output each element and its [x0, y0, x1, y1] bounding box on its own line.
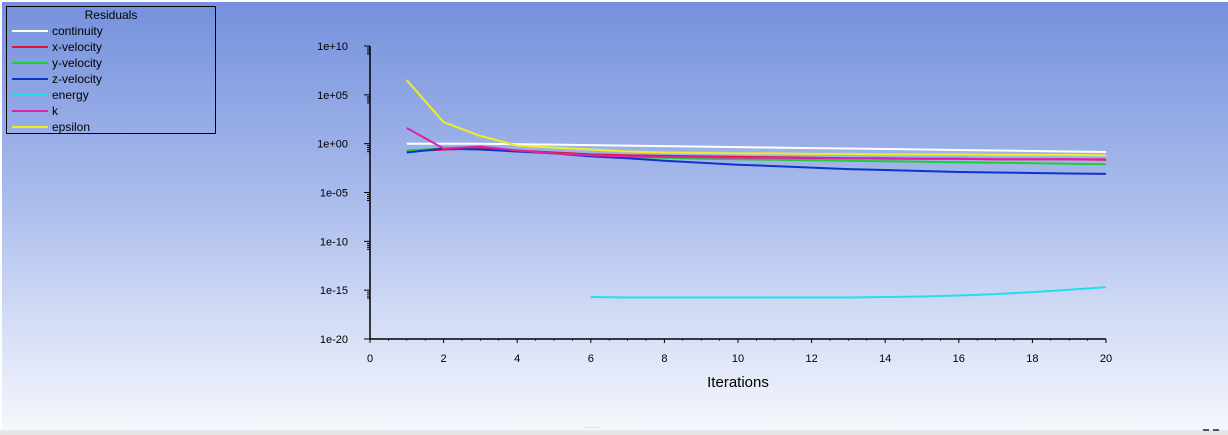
- legend-item-epsilon: epsilon: [7, 120, 215, 136]
- x-tick-label: 2: [441, 353, 447, 365]
- legend-item-z-velocity: z-velocity: [7, 72, 215, 88]
- legend-swatch: [12, 62, 48, 64]
- x-axis-title: Iterations: [707, 374, 769, 391]
- y-tick-label: 1e-20: [320, 334, 348, 346]
- x-tick-label: 12: [805, 353, 817, 365]
- legend-label: energy: [52, 88, 89, 102]
- legend-label: x-velocity: [52, 40, 103, 54]
- x-tick-label: 4: [514, 353, 520, 365]
- legend-label: z-velocity: [52, 72, 103, 86]
- legend-swatch: [12, 30, 48, 32]
- x-tick-label: 10: [732, 353, 744, 365]
- restore-icon[interactable]: [1213, 429, 1219, 431]
- legend-swatch: [12, 78, 48, 80]
- status-bar: [0, 430, 1228, 435]
- legend-item-continuity: continuity: [7, 24, 215, 40]
- y-tick-label: 1e-05: [320, 188, 348, 200]
- legend-swatch: [12, 94, 48, 96]
- legend-item-k: k: [7, 104, 215, 120]
- x-tick-label: 18: [1026, 353, 1038, 365]
- legend-swatch: [12, 110, 48, 112]
- legend-item-x-velocity: x-velocity: [7, 40, 215, 56]
- y-tick-label: 1e+05: [317, 90, 348, 102]
- legend-label: epsilon: [52, 120, 91, 134]
- legend-label: continuity: [52, 24, 103, 38]
- y-tick-label: 1e+10: [317, 41, 348, 53]
- x-tick-label: 20: [1100, 353, 1112, 365]
- y-tick-label: 1e-15: [320, 285, 348, 297]
- series-line-epsilon: [406, 79, 1107, 157]
- x-tick-label: 0: [367, 353, 373, 365]
- series-line-continuity: [406, 142, 1107, 153]
- series-line-z-velocity: [406, 147, 1107, 175]
- legend-swatch: [12, 126, 48, 128]
- minimize-icon[interactable]: [1203, 429, 1209, 431]
- series-line-energy: [590, 286, 1107, 299]
- x-tick-label: 16: [953, 353, 965, 365]
- legend-item-y-velocity: y-velocity: [7, 56, 215, 72]
- x-tick-label: 6: [588, 353, 594, 365]
- legend: Residuals continuity x-velocity y-velocity…: [6, 6, 216, 134]
- legend-item-energy: energy: [7, 88, 215, 104]
- y-tick-label: 1e+00: [317, 139, 348, 151]
- y-tick-label: 1e-10: [320, 236, 348, 248]
- x-tick-label: 14: [879, 353, 891, 365]
- legend-label: y-velocity: [52, 56, 103, 70]
- x-tick-label: 8: [661, 353, 667, 365]
- legend-swatch: [12, 46, 48, 48]
- legend-label: k: [52, 104, 58, 118]
- resize-grip-icon[interactable]: ......: [585, 424, 602, 430]
- series-line-k: [406, 127, 1106, 161]
- legend-title: Residuals: [84, 8, 138, 22]
